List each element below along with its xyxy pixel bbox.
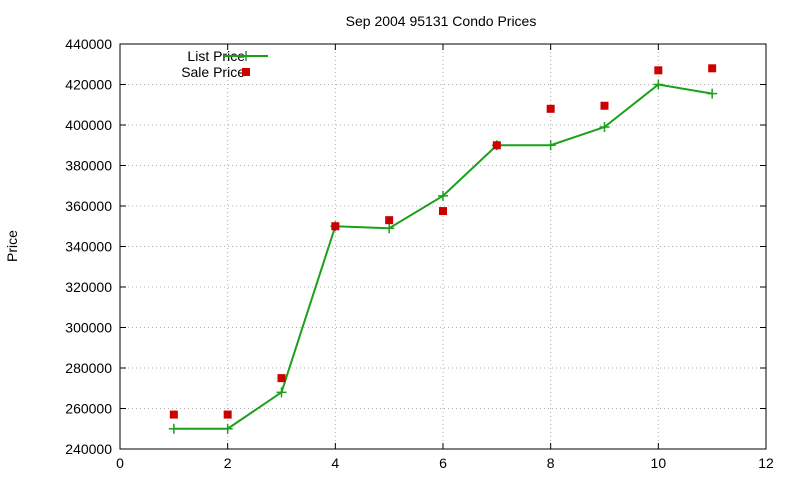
sale-price-point [169, 410, 178, 419]
sale-price-point [439, 207, 447, 216]
axes: 240000 260000 280000 300000 320000 340000 3600… [65, 36, 774, 471]
y-tick-label: 280000 [65, 360, 112, 376]
x-tick-label: 8 [547, 455, 555, 471]
y-tick-label: 300000 [65, 320, 112, 336]
legend-marker [241, 51, 251, 61]
sale-price-point [654, 66, 663, 75]
y-tick-label: 320000 [65, 279, 112, 295]
y-tick-label: 240000 [65, 441, 112, 457]
list-price-point [276, 387, 287, 398]
sale-price-point [492, 141, 501, 150]
y-tick-label: 340000 [65, 239, 112, 255]
grid [120, 44, 766, 449]
y-tick-label: 380000 [65, 158, 112, 174]
x-tick-label: 2 [224, 455, 232, 471]
sale-price-point [600, 101, 609, 110]
x-tick-label: 6 [439, 455, 447, 471]
list-price-point [438, 190, 448, 201]
list-price-point [707, 88, 718, 99]
series-1 [169, 64, 717, 419]
y-tick-label: 400000 [65, 117, 112, 133]
legend-label: Sale Price [181, 64, 245, 80]
sale-price-point [546, 104, 555, 113]
sale-price-point [277, 374, 286, 383]
y-tick-label: 260000 [65, 401, 112, 417]
sale-price-point [708, 64, 717, 73]
legend-marker [242, 68, 250, 76]
sale-price-point [385, 216, 394, 225]
list-price-point [168, 423, 179, 434]
legend-label: List Price [187, 48, 245, 64]
list-price-point [545, 140, 556, 151]
plot-frame [119, 43, 767, 450]
y-tick-label: 360000 [65, 198, 112, 214]
y-tick-label: 420000 [65, 77, 112, 93]
x-tick-label: 0 [116, 455, 124, 471]
y-tick-label: 440000 [65, 36, 112, 52]
list-price-point [384, 223, 395, 234]
sale-price-point [331, 222, 340, 231]
sale-price-point [223, 410, 232, 419]
list-price-point [599, 122, 610, 133]
series-layer [168, 64, 718, 434]
list-price-point [222, 423, 233, 434]
chart-title: Sep 2004 95131 Condo Prices [346, 13, 537, 29]
x-tick-label: 4 [331, 455, 339, 471]
y-axis-label: Price [4, 230, 20, 262]
list-price-point [653, 79, 664, 90]
x-tick-label: 10 [651, 455, 667, 471]
x-tick-label: 12 [758, 455, 774, 471]
